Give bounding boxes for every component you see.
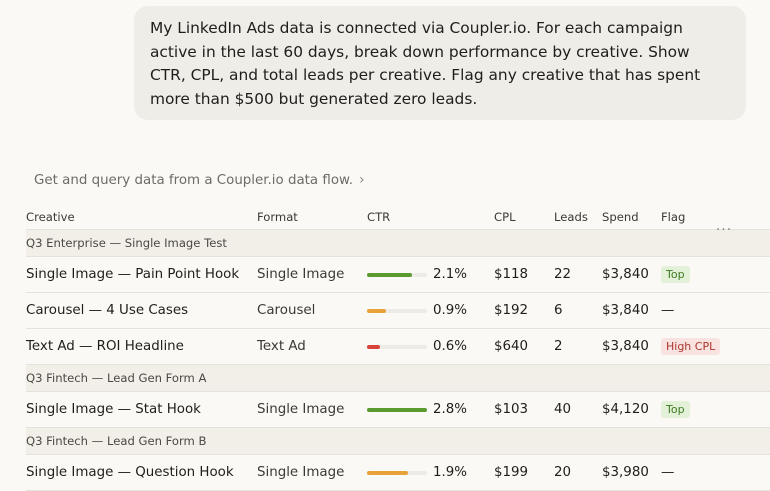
spend-value: $3,980 xyxy=(602,465,649,480)
top-badge: Top xyxy=(661,266,690,283)
table-row: Single Image — Question Hook Single Image… xyxy=(26,455,770,491)
user-message-text: My LinkedIn Ads data is connected via Co… xyxy=(150,19,701,108)
ctr-bar-fill xyxy=(367,308,386,313)
campaign-name: Q3 Fintech — Lead Gen Form B xyxy=(26,434,207,448)
creative-name: Single Image — Pain Point Hook xyxy=(26,267,240,282)
flag-cell: — xyxy=(661,455,674,490)
flag-cell: Top xyxy=(661,257,690,292)
user-message-bubble: My LinkedIn Ads data is connected via Co… xyxy=(134,6,746,120)
leads-value: 6 xyxy=(554,303,563,318)
header-ctr: CTR xyxy=(367,209,391,224)
cpl-value: $640 xyxy=(494,339,529,354)
header-creative: Creative xyxy=(26,209,75,224)
ctr-value: 0.6% xyxy=(433,339,468,354)
flag-cell: High CPL xyxy=(661,329,721,364)
table-row: Text Ad — ROI Headline Text Ad 0.6% $640 2 $3… xyxy=(26,329,770,365)
spend-value: $4,120 xyxy=(602,402,649,417)
table-header-row: Creative Format CTR CPL Leads Spend Flag xyxy=(26,204,770,230)
no-flag: — xyxy=(661,465,675,480)
table-row: Carousel — 4 Use Cases Carousel 0.9% $192 6 $… xyxy=(26,293,770,329)
campaign-name: Q3 Fintech — Lead Gen Form A xyxy=(26,371,207,385)
cpl-value: $192 xyxy=(494,303,529,318)
creative-name: Single Image — Question Hook xyxy=(26,465,234,480)
creative-name: Carousel — 4 Use Cases xyxy=(26,303,189,318)
tool-call-label: Get and query data from a Coupler.io dat… xyxy=(34,172,353,188)
creative-format: Single Image xyxy=(257,402,345,417)
creative-format: Text Ad xyxy=(257,339,306,354)
flag-cell: — xyxy=(661,293,674,328)
cpl-value: $118 xyxy=(494,267,529,282)
ctr-value: 1.9% xyxy=(433,465,468,480)
header-flag: Flag xyxy=(661,209,686,224)
spend-value: $3,840 xyxy=(602,267,649,282)
ctr-bar-fill xyxy=(367,407,427,412)
creative-name: Text Ad — ROI Headline xyxy=(26,339,184,354)
ctr-bar xyxy=(367,308,427,313)
ctr-bar-fill xyxy=(367,272,412,277)
no-flag: — xyxy=(661,303,675,318)
ctr-value: 2.1% xyxy=(433,267,468,282)
creative-format: Carousel xyxy=(257,303,316,318)
creative-name: Single Image — Stat Hook xyxy=(26,402,201,417)
ctr-bar-fill xyxy=(367,344,380,349)
spend-value: $3,840 xyxy=(602,339,649,354)
leads-value: 22 xyxy=(554,267,572,282)
campaign-name: Q3 Enterprise — Single Image Test xyxy=(26,236,227,250)
ctr-bar xyxy=(367,470,427,475)
cpl-value: $199 xyxy=(494,465,529,480)
ctr-value: 2.8% xyxy=(433,402,468,417)
spend-value: $3,840 xyxy=(602,303,649,318)
high-cpl-badge: High CPL xyxy=(661,338,721,355)
flag-cell: Top xyxy=(661,392,690,427)
ctr-bar xyxy=(367,407,427,412)
campaign-group-row: Q3 Fintech — Lead Gen Form A xyxy=(26,365,770,392)
leads-value: 40 xyxy=(554,402,572,417)
creative-format: Single Image xyxy=(257,465,345,480)
more-options-icon[interactable]: ··· xyxy=(715,222,733,238)
leads-value: 20 xyxy=(554,465,572,480)
ctr-bar xyxy=(367,272,427,277)
table-row: Single Image — Pain Point Hook Single Ima… xyxy=(26,257,770,293)
header-cpl: CPL xyxy=(494,209,516,224)
ctr-bar-fill xyxy=(367,470,408,475)
header-format: Format xyxy=(257,209,298,224)
ctr-value: 0.9% xyxy=(433,303,468,318)
header-leads: Leads xyxy=(554,209,588,224)
leads-value: 2 xyxy=(554,339,563,354)
table-row: Single Image — Stat Hook Single Image 2.8%… xyxy=(26,392,770,428)
ctr-bar xyxy=(367,344,427,349)
creative-format: Single Image xyxy=(257,267,345,282)
chevron-right-icon: › xyxy=(359,172,365,188)
campaign-group-row: Q3 Fintech — Lead Gen Form B xyxy=(26,428,770,455)
top-badge: Top xyxy=(661,401,690,418)
tool-call-toggle[interactable]: Get and query data from a Coupler.io dat… xyxy=(34,170,365,190)
campaign-group-row: Q3 Enterprise — Single Image Test xyxy=(26,230,770,257)
header-spend: Spend xyxy=(602,209,639,224)
cpl-value: $103 xyxy=(494,402,529,417)
